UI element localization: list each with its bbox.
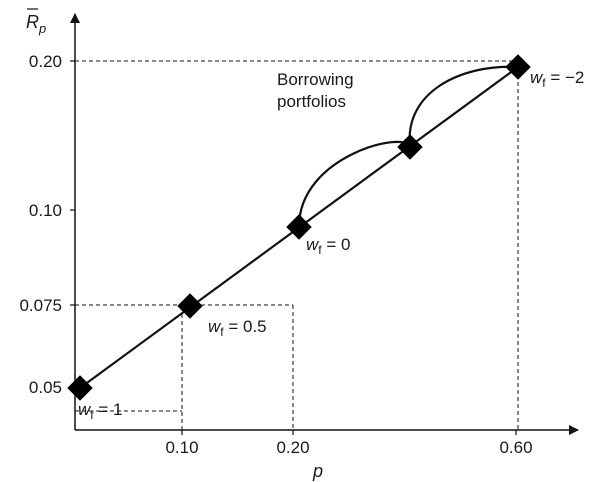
point-marker — [397, 134, 423, 160]
y-axis-title: Rp — [26, 12, 46, 36]
x-tick-label: 0.60 — [499, 438, 532, 457]
point-label-value: = 0.5 — [224, 317, 267, 336]
point-label-symbol: w — [208, 317, 222, 336]
y-tick-label: 0.075 — [19, 296, 62, 315]
point-marker — [67, 375, 93, 401]
y-tick-label: 0.05 — [29, 378, 62, 397]
x-axis-title: p — [312, 461, 323, 481]
point-label-value: = −2 — [546, 68, 585, 87]
point-label-sub: f — [90, 408, 94, 422]
point-label-sub: f — [318, 243, 322, 257]
point-label-value: = 0 — [322, 235, 351, 254]
x-tick-label: 0.20 — [276, 438, 309, 457]
point-marker — [505, 54, 531, 80]
point-label: wf = 0 — [306, 235, 350, 257]
y-tick-label: 0.10 — [29, 201, 62, 220]
point-label-sub: f — [220, 325, 224, 339]
x-tick-label: 0.10 — [165, 438, 198, 457]
borrowing-arc — [408, 65, 519, 148]
y-axis-title-sub: p — [38, 21, 46, 36]
annotation-borrowing: Borrowing — [277, 70, 354, 89]
point-label-sub: f — [542, 76, 546, 90]
point-label: wf = 1 — [78, 400, 122, 422]
point-label-symbol: w — [530, 68, 544, 87]
annotation-portfolios: portfolios — [277, 92, 346, 111]
point-label-value: = 1 — [94, 400, 123, 419]
point-label: wf = 0.5 — [208, 317, 267, 339]
point-marker — [177, 293, 203, 319]
point-marker — [286, 214, 312, 240]
y-axis-title-base: R — [26, 12, 39, 32]
point-label: wf = −2 — [530, 68, 584, 90]
y-tick-label: 0.20 — [29, 52, 62, 71]
point-label-symbol: w — [306, 235, 320, 254]
point-label-symbol: w — [78, 400, 92, 419]
